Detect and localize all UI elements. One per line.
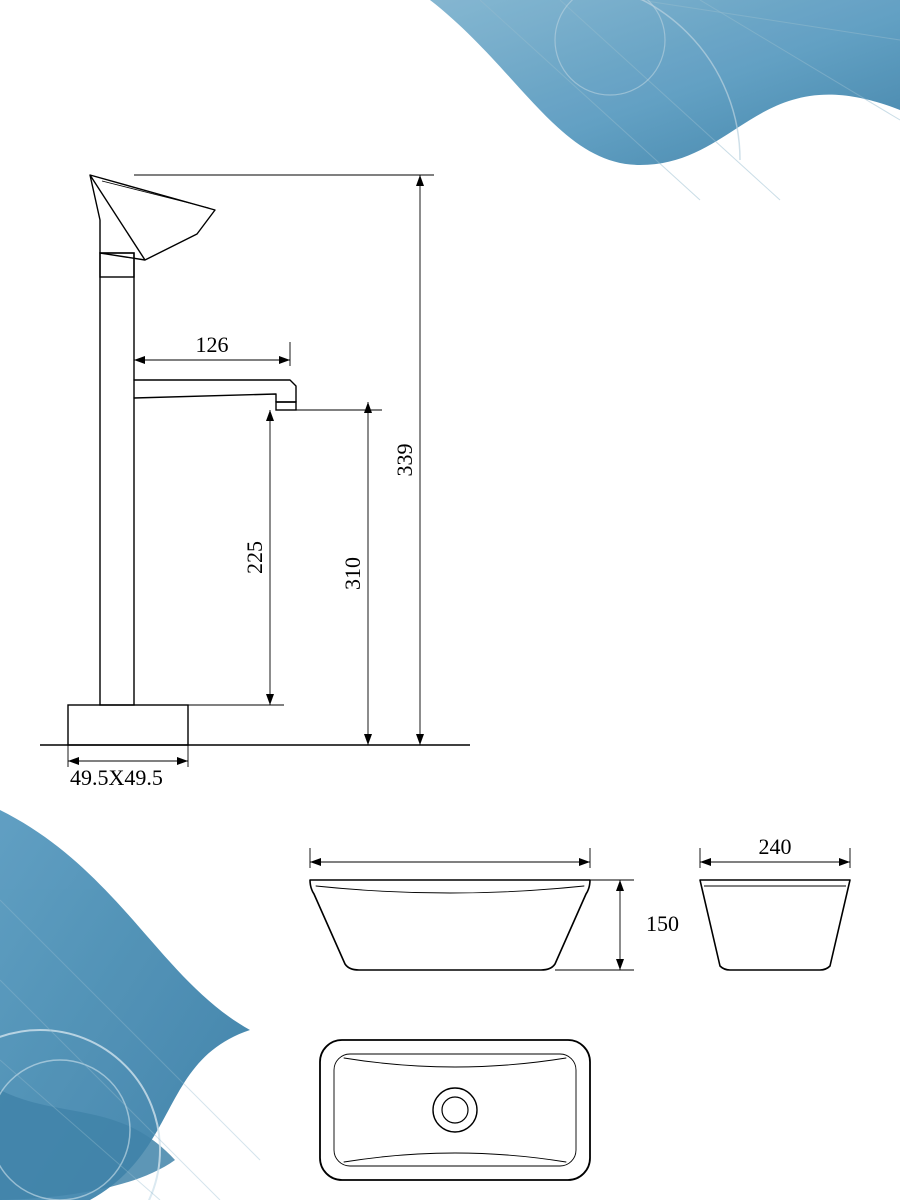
dim-reach: 126 — [196, 332, 229, 357]
dim-basin-h: 150 — [646, 911, 679, 936]
decor-top-right — [430, 0, 900, 200]
dim-basin-side-w: 240 — [759, 834, 792, 859]
basin-front: 150 — [310, 848, 679, 970]
dimension — [310, 848, 590, 868]
diagram-canvas: 49.5X49.5 126 339 310 225 150 240 — [0, 0, 900, 1200]
dim-310: 310 — [340, 557, 365, 590]
decor-bottom-left — [0, 810, 260, 1200]
dim-225: 225 — [242, 541, 267, 574]
dim-339: 339 — [392, 444, 417, 477]
faucet-elevation: 49.5X49.5 126 339 310 225 — [40, 175, 470, 790]
dim-base: 49.5X49.5 — [70, 765, 163, 790]
basin-top — [320, 1040, 590, 1180]
basin-side: 240 — [700, 834, 850, 970]
